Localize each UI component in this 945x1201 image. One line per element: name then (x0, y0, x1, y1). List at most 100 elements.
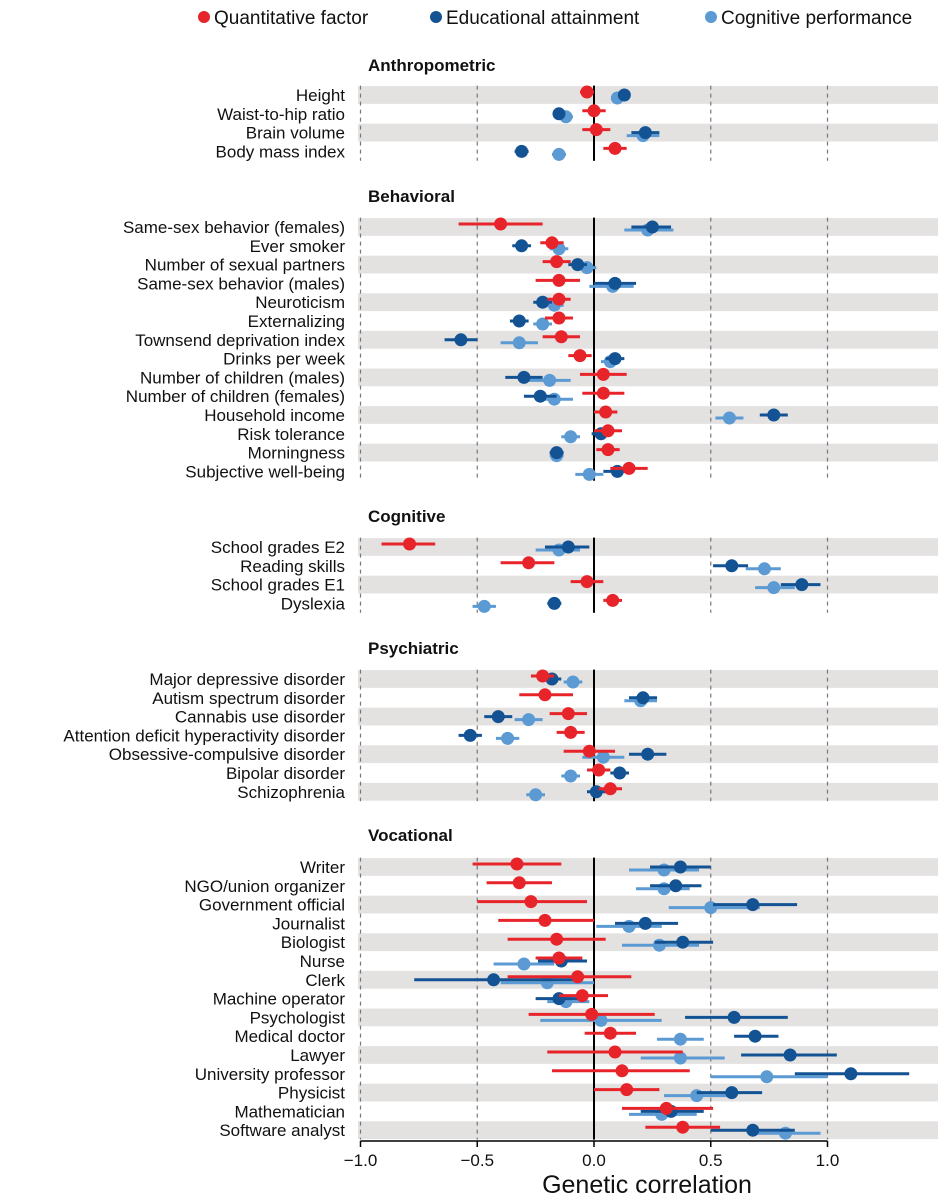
point-q (512, 876, 526, 890)
point-q (536, 669, 550, 683)
row-band (358, 406, 938, 424)
point-e (725, 1086, 739, 1100)
row-label: Brain volume (246, 124, 345, 143)
point-e (645, 220, 659, 234)
point-q (552, 951, 566, 965)
point-e (638, 916, 652, 930)
point-c (536, 317, 550, 331)
point-q (550, 255, 564, 269)
point-q (538, 913, 552, 927)
point-q (622, 461, 636, 475)
point-c (517, 957, 531, 971)
point-c (657, 882, 671, 896)
row-band (358, 670, 938, 688)
point-e (589, 785, 603, 799)
point-e (669, 879, 683, 893)
row-band (358, 782, 938, 801)
row-band (358, 858, 938, 876)
legend: Quantitative factor Educational attainmen… (198, 8, 912, 29)
row-band (358, 368, 938, 387)
point-e (748, 1029, 762, 1043)
point-q (552, 273, 566, 287)
point-e (491, 710, 505, 724)
point-q (571, 970, 585, 984)
point-q (524, 895, 538, 909)
group-header: Psychiatric (368, 639, 459, 658)
point-c (652, 938, 666, 952)
point-e (571, 258, 585, 272)
point-e (676, 935, 690, 949)
point-q (596, 367, 610, 381)
point-e (725, 559, 739, 573)
row-label: Journalist (272, 914, 345, 933)
point-q (676, 1120, 690, 1134)
point-q (608, 1045, 622, 1059)
row-band (358, 255, 938, 274)
row-label: Height (296, 86, 345, 105)
legend-label-c: Cognitive performance (721, 8, 912, 29)
tick-label: 1.0 (816, 1151, 840, 1170)
row-band (358, 575, 938, 594)
row-label: Externalizing (248, 312, 345, 331)
point-q (494, 217, 508, 231)
tick-label: 0.0 (582, 1151, 606, 1170)
point-q (599, 405, 613, 419)
point-e (561, 540, 575, 554)
row-label: Medical doctor (234, 1027, 345, 1046)
point-e (636, 691, 650, 705)
point-c (622, 919, 636, 933)
row-label: School grades E2 (211, 538, 345, 557)
data-marks (381, 85, 910, 1140)
point-e (795, 578, 809, 592)
point-q (573, 349, 587, 363)
tick-label: −0.5 (460, 1151, 494, 1170)
point-q (620, 1083, 634, 1097)
point-c (673, 1051, 687, 1065)
point-c (673, 1032, 687, 1046)
point-q (552, 292, 566, 306)
point-e (536, 295, 550, 309)
point-q (659, 1101, 673, 1115)
point-e (552, 992, 566, 1006)
row-label: Waist-to-hip ratio (217, 105, 345, 124)
point-e (746, 1123, 760, 1137)
point-e (487, 973, 501, 987)
point-c (522, 713, 536, 727)
row-label: Psychologist (250, 1008, 346, 1027)
row-label: Clerk (305, 971, 345, 990)
row-label: University professor (195, 1065, 346, 1084)
row-label: Household income (204, 406, 345, 425)
point-q (575, 989, 589, 1003)
point-c (760, 1070, 774, 1084)
x-axis: −1.0 −0.5 0.0 0.5 1.0 Genetic correlation (344, 1140, 840, 1199)
point-c (757, 562, 771, 576)
point-e (463, 728, 477, 742)
row-label: Writer (300, 858, 345, 877)
point-q (552, 311, 566, 325)
point-e (844, 1067, 858, 1081)
point-c (477, 599, 491, 613)
point-c (543, 373, 557, 387)
point-e (727, 1010, 741, 1024)
row-label: Same-sex behavior (males) (137, 274, 345, 293)
point-c (501, 731, 515, 745)
point-q (587, 104, 601, 118)
point-q (606, 593, 620, 607)
point-q (538, 688, 552, 702)
row-label: Biologist (281, 933, 346, 952)
row-label: Software analyst (219, 1121, 345, 1140)
point-q (522, 556, 536, 570)
row-band (358, 1008, 938, 1027)
point-q (615, 1064, 629, 1078)
point-c (564, 430, 578, 444)
point-e (533, 389, 547, 403)
point-q (580, 575, 594, 589)
row-label: Body mass index (216, 142, 346, 161)
point-e (610, 464, 624, 478)
point-q (592, 763, 606, 777)
point-q (545, 236, 559, 250)
point-e (454, 333, 468, 347)
point-e (746, 898, 760, 912)
point-e (617, 88, 631, 102)
